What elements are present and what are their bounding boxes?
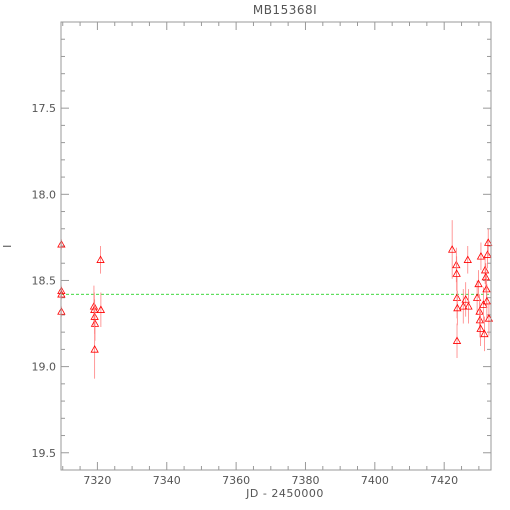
data-point (476, 311, 485, 346)
triangle-marker (452, 336, 462, 344)
y-tick-label: 18.5 (32, 274, 57, 287)
triangle-marker (464, 301, 473, 310)
x-tick-label: 7400 (361, 474, 389, 487)
data-point (459, 289, 468, 324)
x-tick-label: 7380 (291, 474, 319, 487)
data-point (96, 292, 106, 327)
data-point (452, 323, 462, 358)
triangle-marker (459, 301, 468, 310)
triangle-marker (96, 255, 105, 263)
data-point (480, 256, 490, 284)
data-point (482, 283, 492, 319)
plot-frame (60, 21, 492, 471)
data-point (480, 316, 489, 352)
triangle-marker (452, 269, 461, 277)
data-point (90, 320, 99, 379)
triangle-marker (480, 265, 490, 274)
triangle-marker (483, 250, 492, 258)
y-axis-label: I (1, 244, 14, 248)
triangle-marker (484, 238, 493, 246)
data-point (461, 282, 470, 317)
y-tick-label: 18.0 (32, 188, 57, 201)
data-points (57, 220, 494, 379)
triangle-marker (476, 324, 485, 332)
y-tick-label: 19.5 (32, 447, 57, 460)
x-tick-label: 7340 (153, 474, 181, 487)
triangle-marker (461, 295, 470, 303)
triangle-marker (463, 255, 472, 263)
triangle-marker (481, 272, 490, 281)
triangle-marker (453, 303, 462, 312)
y-tick-label: 19.0 (32, 361, 57, 374)
data-point (463, 246, 472, 274)
data-point (476, 242, 486, 271)
y-tick-label: 17.5 (32, 102, 57, 115)
triangle-marker (480, 329, 489, 338)
data-point (96, 246, 105, 274)
x-tick-label: 7320 (83, 474, 111, 487)
axis-ticks: 7320 7340 7360 7380 7400 7420 17.5 18.0 18.5 19.0… (32, 22, 491, 487)
x-tick-label: 7420 (430, 474, 458, 487)
triangle-marker (482, 296, 492, 305)
triangle-marker (475, 315, 485, 324)
triangle-marker (90, 345, 99, 353)
data-point (464, 289, 473, 324)
data-point (453, 290, 462, 326)
data-point (474, 270, 483, 298)
x-axis-label: JD - 2450000 (245, 487, 324, 500)
triangle-marker (474, 279, 483, 288)
triangle-marker (447, 245, 457, 253)
triangle-marker (96, 305, 106, 313)
data-point (447, 220, 457, 279)
chart-title: MB15368I (253, 3, 317, 17)
triangle-marker (476, 252, 486, 260)
data-point (484, 228, 493, 257)
x-tick-label: 7360 (222, 474, 250, 487)
